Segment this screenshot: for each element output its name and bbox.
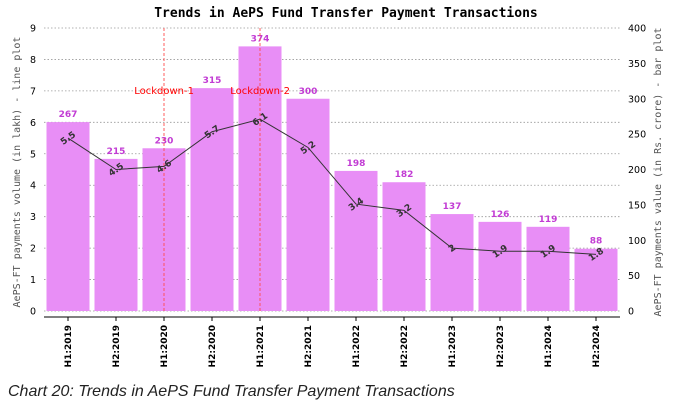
y-left-tick-label: 0 [30,307,36,318]
x-tick-label: H1:2020 [160,325,170,367]
y-left-tick-label: 1 [30,275,36,286]
bar-value-label: 315 [203,76,222,86]
lockdown-annotation: Lockdown-2 [230,86,290,97]
x-tick-label: H2:2020 [208,325,218,367]
bar-value-label: 88 [590,237,603,247]
bar-value-label: 137 [443,202,462,212]
y-left-tick-label: 7 [30,86,36,97]
bar-value-label: 267 [59,110,78,120]
bar [478,221,522,311]
x-tick-label: H1:2024 [544,325,554,367]
bar [94,158,138,311]
x-tick-label: H2:2019 [112,325,122,367]
chart-title: Trends in AePS Fund Transfer Payment Tra… [154,6,538,21]
bar-value-label: 300 [299,87,318,97]
bar [430,214,474,311]
y-right-tick-label: 150 [628,200,646,211]
y-left-tick-label: 9 [30,24,36,35]
figure-caption: Chart 20: Trends in AePS Fund Transfer P… [8,383,455,400]
bar [382,182,426,311]
y-left-tick-label: 4 [30,181,36,192]
bar [46,122,90,311]
x-tick-label: H1:2022 [352,325,362,367]
x-tick-label: H2:2021 [304,325,314,367]
y-right-tick-label: 100 [628,236,646,247]
y-axis-left-label: AePS-FT payments volume (in lakh) - line… [12,37,23,308]
y-right-tick-label: 250 [628,130,646,141]
lockdown-annotation: Lockdown-1 [134,86,194,97]
y-left-tick-label: 3 [30,212,36,223]
x-tick-label: H2:2024 [592,325,602,367]
bar-value-label: 198 [347,159,366,169]
chart: Trends in AePS Fund Transfer Payment Tra… [12,6,664,368]
y-right-tick-label: 300 [628,94,646,105]
y-right-tick-label: 200 [628,165,646,176]
y-axis-right-label: AePS-FT payments value (in Rs. crore) - … [653,28,664,317]
y-left-tick-label: 8 [30,55,36,66]
line-value-label: 2 [447,243,458,255]
y-right-tick-label: 50 [628,271,640,282]
y-right-tick-label: 400 [628,24,646,35]
bar [574,248,618,311]
bar [526,226,570,311]
y-left-tick-label: 2 [30,244,36,255]
bar-value-label: 215 [107,147,126,157]
bar-value-label: 230 [155,136,174,146]
y-left-tick-label: 6 [30,118,36,129]
bar-value-label: 182 [395,170,414,180]
bar [286,98,330,311]
volume-line [67,118,597,255]
x-tick-label: H1:2019 [64,325,74,367]
bar [190,88,234,311]
lockdown-markers: Lockdown-1 Lockdown-2 [134,28,290,311]
bar-value-label: 126 [491,210,510,220]
bar-value-label: 119 [539,215,558,225]
y-right-tick-label: 0 [628,307,634,318]
axes: 0 1 2 3 4 5 6 7 8 9 0 50 100 150 200 250 300 350 400 H1:201… [30,24,646,368]
y-left-tick-label: 5 [30,149,36,160]
bar [334,170,378,311]
line-series: 5.54.5 4.65.76.15.23.4 3.22 1.9 1.9 1.8 [59,111,606,264]
x-tick-label: H2:2022 [400,325,410,367]
y-right-tick-label: 350 [628,59,646,70]
x-tick-label: H2:2023 [496,325,506,367]
x-tick-label: H1:2021 [256,325,266,367]
gridlines [44,27,620,312]
x-tick-label: H1:2023 [448,325,458,367]
